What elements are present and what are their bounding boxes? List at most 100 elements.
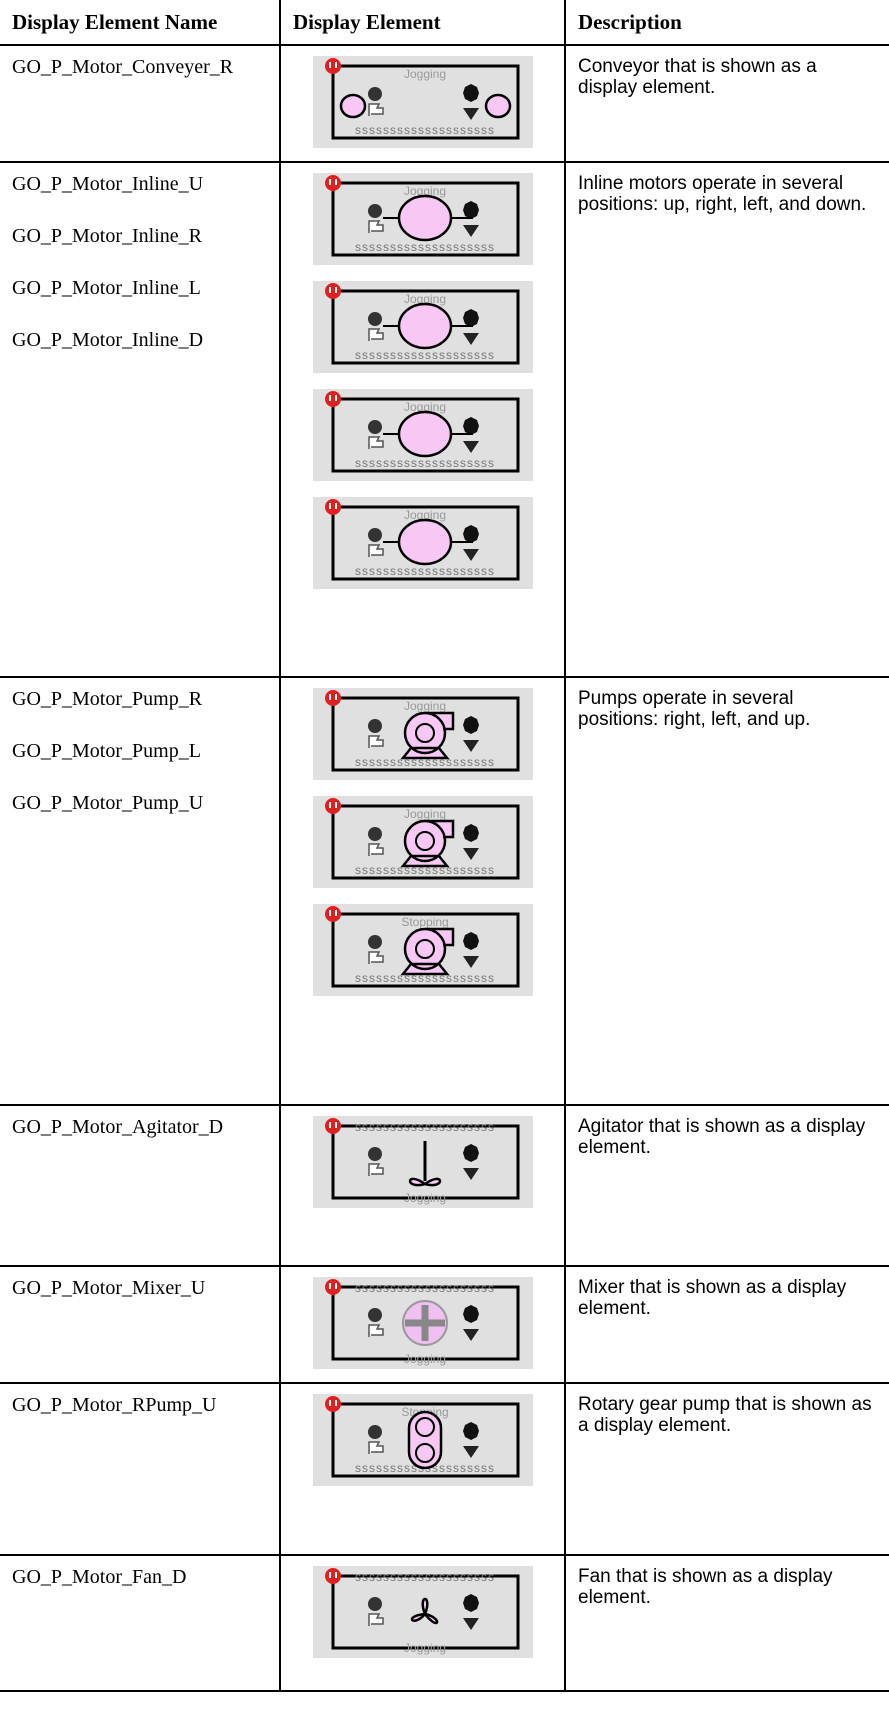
fault-icon [462, 225, 479, 237]
device [397, 518, 452, 566]
stop-icon [462, 716, 479, 734]
name-cell: GO_P_Motor_Mixer_U [0, 1266, 280, 1384]
alarm-marks [328, 503, 337, 509]
icon-frame [331, 1285, 519, 1361]
element-name: GO_P_Motor_Pump_R [12, 688, 203, 710]
display-element-image: Jogging ssssssssssssssssssss [312, 497, 533, 589]
alarm-marks [328, 910, 337, 916]
tag-label: ssssssssssssssssssss [355, 1120, 495, 1134]
mode-icon [367, 87, 382, 101]
icon-frame [331, 696, 519, 772]
alarm-icon [324, 906, 341, 922]
element-name: GO_P_Motor_Conveyer_R [12, 56, 234, 78]
display-element-image: Jogging ssssssssssssssssssss [312, 1277, 533, 1369]
mode-icon [367, 312, 382, 326]
mode-icon [367, 1308, 382, 1322]
mode-icon [367, 528, 382, 542]
image-list: Jogging ssssssssssssssssssss [281, 1277, 564, 1369]
table-row: GO_P_Motor_Fan_D Jogging sssssssssssssssss… [0, 1555, 889, 1692]
flag-icon [367, 1324, 384, 1337]
element-name: GO_P_Motor_Agitator_D [12, 1116, 224, 1138]
image-list: Jogging ssssssssssssssssssss [281, 56, 564, 148]
alarm-marks [328, 802, 337, 808]
description: Mixer that is shown as a display element… [564, 1266, 889, 1384]
header-cell: Display Element [279, 0, 565, 46]
flag-icon [367, 1441, 384, 1454]
device [339, 93, 366, 119]
fault-icon [462, 1329, 479, 1341]
flag-icon [367, 328, 384, 341]
table-row: GO_P_Motor_Pump_R GO_P_Motor_Pump_L GO_P_M… [0, 677, 889, 1106]
status-label: Jogging [403, 400, 445, 414]
alarm-marks [328, 1122, 337, 1128]
element-name: GO_P_Motor_Mixer_U [12, 1277, 206, 1299]
stop-icon [462, 525, 479, 543]
image-list: Jogging ssssssssssssssssssss Jogging ssssss… [281, 688, 564, 996]
name-cell: GO_P_Motor_Inline_U GO_P_Motor_Inline_R GO… [0, 162, 280, 678]
status-label: Jogging [403, 1352, 445, 1366]
table-body: GO_P_Motor_Conveyer_R Jogging ssssssssssss… [0, 45, 889, 1692]
description: Inline motors operate in several positio… [564, 162, 889, 678]
fault-icon [462, 956, 479, 968]
tag-label: ssssssssssssssssssss [355, 1570, 495, 1584]
tag-label: ssssssssssssssssssss [355, 456, 495, 470]
icon-frame [331, 1402, 519, 1478]
stop-icon [462, 824, 479, 842]
display-element-image: Jogging ssssssssssssssssssss [312, 1116, 533, 1208]
icon-background [312, 1116, 533, 1208]
name-cell: GO_P_Motor_Agitator_D [0, 1105, 280, 1267]
icon-frame [331, 1124, 519, 1200]
tag-label: ssssssssssssssssssss [355, 564, 495, 578]
table-row: GO_P_Motor_Mixer_U Jogging sssssssssssssss… [0, 1266, 889, 1384]
element-name: GO_P_Motor_Pump_U [12, 792, 204, 814]
icon-frame [331, 505, 519, 581]
mode-icon [367, 1597, 382, 1611]
device [407, 1410, 442, 1470]
status-label: Jogging [403, 67, 445, 81]
table-row: GO_P_Motor_Conveyer_R Jogging ssssssssssss… [0, 45, 889, 163]
name-cell: GO_P_Motor_RPump_U [0, 1383, 280, 1556]
icon-frame [331, 804, 519, 880]
device [399, 927, 454, 976]
flag-icon [367, 951, 384, 964]
element-table: Display Element Name Display Element Des… [0, 0, 889, 1692]
fault-icon [462, 740, 479, 752]
alarm-icon [324, 499, 341, 515]
stop-icon [462, 201, 479, 219]
flag-icon [367, 843, 384, 856]
device-core [414, 1417, 435, 1437]
icon-frame [331, 181, 519, 257]
description: Rotary gear pump that is shown as a disp… [564, 1383, 889, 1556]
element-name: GO_P_Motor_Inline_L [12, 277, 201, 299]
icon-frame [331, 397, 519, 473]
image-cell: Jogging ssssssssssssssssssss [279, 1266, 565, 1384]
header-cell: Display Element Name [0, 0, 280, 46]
mode-icon [367, 827, 382, 841]
alarm-icon [324, 1396, 341, 1412]
flag-icon [367, 544, 384, 557]
alarm-marks [328, 395, 337, 401]
status-label: Jogging [403, 184, 445, 198]
alarm-icon [324, 58, 341, 74]
element-name: GO_P_Motor_Fan_D [12, 1566, 187, 1588]
flag-icon [367, 220, 384, 233]
alarm-marks [328, 1572, 337, 1578]
alarm-icon [324, 798, 341, 814]
icon-frame [331, 1574, 519, 1650]
fault-icon [462, 333, 479, 345]
status-label: Jogging [403, 1641, 445, 1655]
image-list: Jogging ssssssssssssssssssss [281, 1566, 564, 1658]
stop-icon [462, 309, 479, 327]
fault-icon [462, 108, 479, 120]
tag-label: ssssssssssssssssssss [355, 1281, 495, 1295]
name-cell: GO_P_Motor_Conveyer_R [0, 45, 280, 163]
fault-icon [462, 1618, 479, 1630]
fault-icon [462, 1168, 479, 1180]
device-core [414, 831, 435, 851]
name-cell: GO_P_Motor_Pump_R GO_P_Motor_Pump_L GO_P_M… [0, 677, 280, 1106]
icon-frame [331, 912, 519, 988]
alarm-icon [324, 1279, 341, 1295]
status-label: Jogging [403, 807, 445, 821]
